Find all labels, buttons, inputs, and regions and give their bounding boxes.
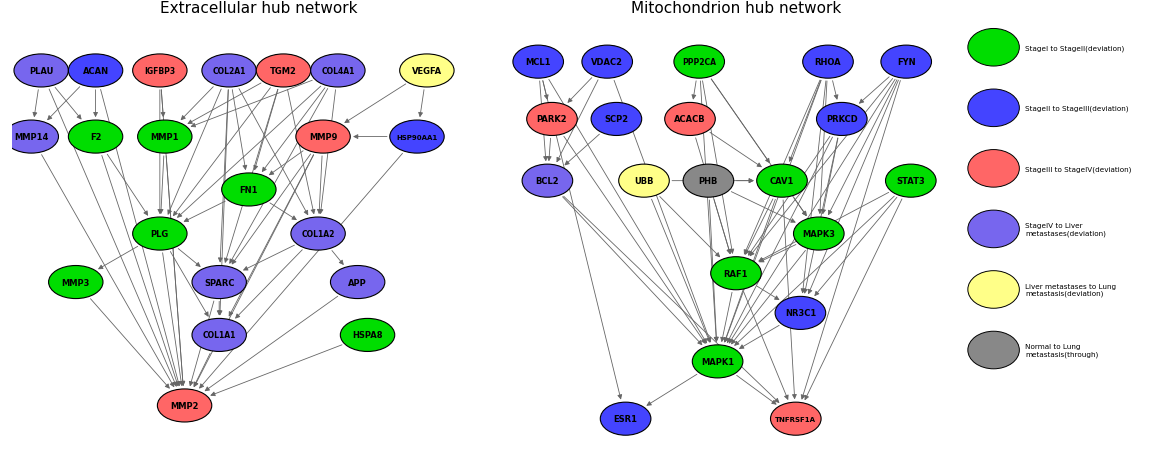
Ellipse shape [192,266,246,299]
Ellipse shape [192,319,246,352]
Ellipse shape [296,121,351,154]
Text: StageII to StageIII(deviation): StageII to StageIII(deviation) [1025,105,1128,112]
Text: COL4A1: COL4A1 [321,67,354,76]
Ellipse shape [158,389,212,422]
Title: Extracellular hub network: Extracellular hub network [160,1,358,16]
Ellipse shape [674,46,724,79]
Text: MMP1: MMP1 [151,133,179,142]
Ellipse shape [881,46,932,79]
Ellipse shape [256,55,310,88]
Ellipse shape [527,103,577,136]
Ellipse shape [522,165,573,198]
Ellipse shape [692,345,743,378]
Text: APP: APP [348,278,367,287]
Text: StageIII to StageIV(deviation): StageIII to StageIV(deviation) [1025,166,1132,172]
Ellipse shape [968,211,1019,248]
Text: STAT3: STAT3 [897,177,926,186]
Ellipse shape [132,55,187,88]
Ellipse shape [683,165,734,198]
Title: Mitochondrion hub network: Mitochondrion hub network [631,1,841,16]
Ellipse shape [775,297,826,330]
Text: COL2A1: COL2A1 [213,67,246,76]
Ellipse shape [390,121,444,154]
Ellipse shape [202,55,256,88]
Text: PRKCD: PRKCD [826,115,858,124]
Ellipse shape [513,46,564,79]
Text: IGFBP3: IGFBP3 [144,67,176,76]
Text: StageI to StageII(deviation): StageI to StageII(deviation) [1025,45,1125,51]
Text: SCP2: SCP2 [605,115,628,124]
Text: HSP90AA1: HSP90AA1 [397,134,438,140]
Text: ACACB: ACACB [674,115,706,124]
Text: BCL2: BCL2 [536,177,559,186]
Text: PLAU: PLAU [29,67,53,76]
Text: RAF1: RAF1 [723,269,749,278]
Ellipse shape [665,103,715,136]
Text: MMP2: MMP2 [170,401,199,410]
Ellipse shape [14,55,68,88]
Ellipse shape [968,90,1019,127]
Text: SPARC: SPARC [204,278,235,287]
Text: TNFRSF1A: TNFRSF1A [775,416,816,422]
Text: StageIV to Liver metastases(deviation): StageIV to Liver metastases(deviation) [1025,223,1106,236]
Ellipse shape [330,266,385,299]
Text: VEGFA: VEGFA [412,67,442,76]
Ellipse shape [138,121,192,154]
Ellipse shape [48,266,104,299]
Ellipse shape [968,29,1019,67]
Text: UBB: UBB [635,177,653,186]
Ellipse shape [968,332,1019,369]
Ellipse shape [68,121,123,154]
Ellipse shape [770,402,821,435]
Text: PPP2CA: PPP2CA [682,58,716,67]
Text: FYN: FYN [897,58,915,67]
Ellipse shape [803,46,853,79]
Text: RHOA: RHOA [814,58,842,67]
Ellipse shape [711,257,761,290]
Text: COL1A2: COL1A2 [301,230,335,238]
Text: MAPK3: MAPK3 [803,230,835,238]
Ellipse shape [400,55,454,88]
Ellipse shape [132,218,187,250]
Text: FN1: FN1 [239,186,258,194]
Ellipse shape [68,55,123,88]
Text: VDAC2: VDAC2 [591,58,623,67]
Text: PARK2: PARK2 [537,115,567,124]
Ellipse shape [793,218,844,250]
Text: HSPA8: HSPA8 [352,331,383,340]
Ellipse shape [582,46,632,79]
Ellipse shape [340,319,394,352]
Ellipse shape [291,218,345,250]
Text: PLG: PLG [151,230,169,238]
Text: Normal to Lung metastasis(through): Normal to Lung metastasis(through) [1025,344,1098,357]
Ellipse shape [600,402,651,435]
Ellipse shape [5,121,59,154]
Text: MAPK1: MAPK1 [702,357,734,366]
Ellipse shape [968,150,1019,188]
Ellipse shape [619,165,669,198]
Text: MMP3: MMP3 [62,278,90,287]
Ellipse shape [886,165,936,198]
Text: CAV1: CAV1 [769,177,795,186]
Text: NR3C1: NR3C1 [784,309,816,318]
Ellipse shape [816,103,867,136]
Ellipse shape [591,103,642,136]
Text: ESR1: ESR1 [614,414,637,423]
Text: F2: F2 [90,133,101,142]
Text: ACAN: ACAN [83,67,108,76]
Text: PHB: PHB [699,177,718,186]
Text: Liver metastases to Lung metastasis(deviation): Liver metastases to Lung metastasis(devi… [1025,283,1116,297]
Ellipse shape [968,271,1019,308]
Text: MMP14: MMP14 [14,133,48,142]
Ellipse shape [222,174,276,206]
Ellipse shape [757,165,807,198]
Text: MCL1: MCL1 [526,58,551,67]
Ellipse shape [310,55,365,88]
Text: MMP9: MMP9 [309,133,337,142]
Text: TGM2: TGM2 [270,67,297,76]
Text: COL1A1: COL1A1 [202,331,236,340]
